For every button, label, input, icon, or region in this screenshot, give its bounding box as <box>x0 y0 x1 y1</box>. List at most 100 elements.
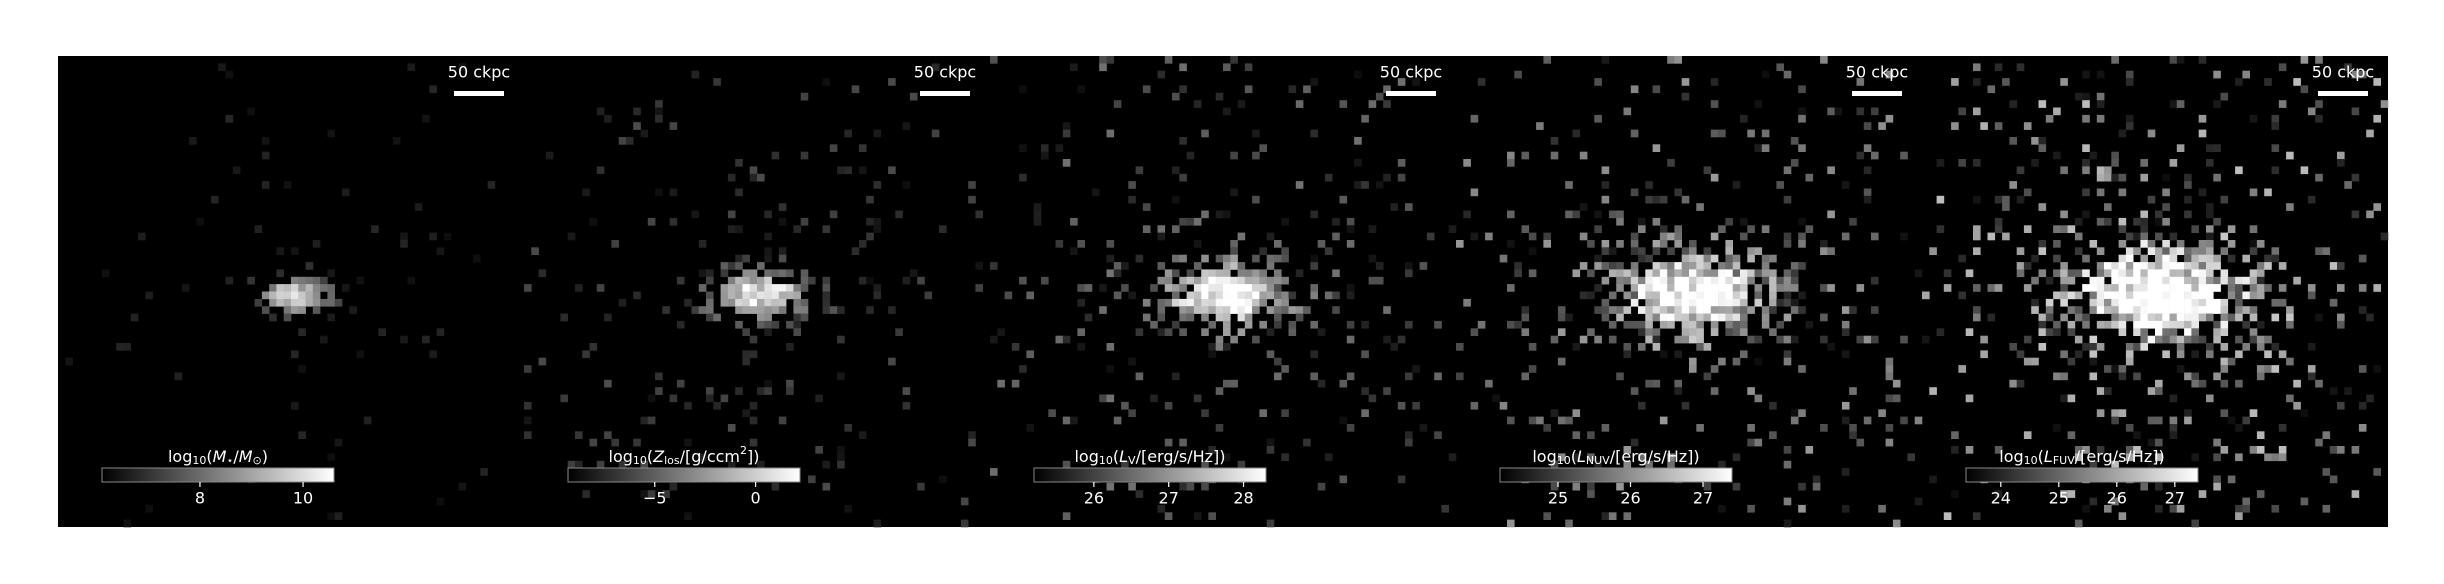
pixel <box>2198 254 2207 263</box>
pixel <box>2060 350 2068 359</box>
pixel <box>1601 262 1610 270</box>
pixel <box>1237 313 1246 322</box>
pixel <box>1958 107 1966 116</box>
pixel <box>1587 328 1595 336</box>
pixel <box>2176 343 2185 351</box>
pixel <box>2125 114 2134 123</box>
label-part: Z <box>652 447 665 466</box>
pixel <box>2286 394 2294 403</box>
pixel <box>2220 313 2229 322</box>
pixel <box>1426 232 1435 241</box>
pixel <box>305 276 314 285</box>
pixel <box>305 298 314 307</box>
pixel <box>1703 372 1712 381</box>
pixel <box>2162 217 2170 226</box>
pixel <box>749 284 758 292</box>
pixel <box>1696 262 1704 270</box>
pixel <box>596 284 605 292</box>
pixel <box>2235 504 2243 513</box>
pixel <box>1951 122 1959 130</box>
pixel <box>2329 446 2338 454</box>
pixel <box>837 335 845 344</box>
pixel <box>1266 276 1275 285</box>
pixel <box>2264 365 2272 373</box>
pixel <box>1550 137 1559 145</box>
pixel <box>1718 262 1726 270</box>
pixel <box>1572 482 1581 491</box>
pixel <box>327 313 335 322</box>
pixel <box>2191 519 2199 528</box>
pixel <box>2227 291 2236 300</box>
pixel <box>2155 416 2163 425</box>
pixel <box>1172 195 1180 204</box>
pixel <box>1288 291 1297 300</box>
pixel <box>2264 350 2272 359</box>
pixel <box>873 291 882 300</box>
pixel <box>1383 173 1391 182</box>
pixel <box>757 460 765 469</box>
pixel <box>1638 453 1646 462</box>
pixel <box>786 291 794 300</box>
pixel <box>334 512 343 520</box>
pixel <box>968 431 976 439</box>
pixel <box>1485 379 1493 388</box>
pixel <box>2184 306 2192 314</box>
pixel <box>1696 424 1704 432</box>
pixel <box>786 379 794 388</box>
pixel <box>778 254 787 263</box>
pixel <box>1237 269 1246 278</box>
pixel <box>1776 63 1784 72</box>
pixel <box>1215 313 1224 322</box>
pixel <box>2286 313 2294 322</box>
pixel <box>1405 269 1413 278</box>
pixel <box>1958 254 1966 263</box>
pixel <box>655 107 663 116</box>
pixel <box>1689 313 1697 322</box>
pixel <box>735 225 743 233</box>
pixel <box>742 284 750 292</box>
pixel <box>2038 328 2047 336</box>
pixel <box>2176 56 2185 64</box>
pixel <box>1841 350 1850 359</box>
pixel <box>2278 100 2287 108</box>
pixel <box>2162 188 2170 197</box>
pixel <box>1346 320 1355 329</box>
pixel <box>524 416 532 425</box>
pixel <box>1681 195 1690 204</box>
pixel <box>101 269 110 278</box>
pixel <box>1587 291 1595 300</box>
pixel <box>2060 210 2068 219</box>
pixel <box>2133 320 2141 329</box>
pixel <box>1164 401 1173 410</box>
pixel <box>1201 269 1209 278</box>
pixel <box>1106 129 1115 138</box>
colorbar-tick-label: 26 <box>1084 489 1104 508</box>
pixel <box>2082 188 2090 197</box>
pixel <box>291 291 299 300</box>
pixel <box>2155 262 2163 270</box>
pixel <box>1973 63 1981 72</box>
pixel <box>1667 262 1675 270</box>
pixel <box>2366 313 2374 322</box>
pixel <box>1084 313 1093 322</box>
pixel <box>735 284 743 292</box>
pixel <box>2322 504 2331 513</box>
pixel <box>1594 335 1602 344</box>
pixel <box>2125 78 2134 86</box>
pixel <box>2169 56 2178 64</box>
pixel <box>1215 387 1224 395</box>
pixel <box>2053 320 2061 329</box>
pixel <box>2227 313 2236 322</box>
pixel <box>1689 269 1697 278</box>
pixel <box>2198 379 2207 388</box>
pixel <box>2118 173 2127 182</box>
pixel <box>1507 519 1515 528</box>
pixel <box>713 78 721 86</box>
pixel <box>2256 320 2265 329</box>
pixel <box>735 298 743 307</box>
pixel <box>1157 298 1166 307</box>
pixel <box>1244 313 1253 322</box>
pixel <box>1623 460 1632 469</box>
pixel <box>1332 306 1340 314</box>
pixel <box>1172 298 1180 307</box>
